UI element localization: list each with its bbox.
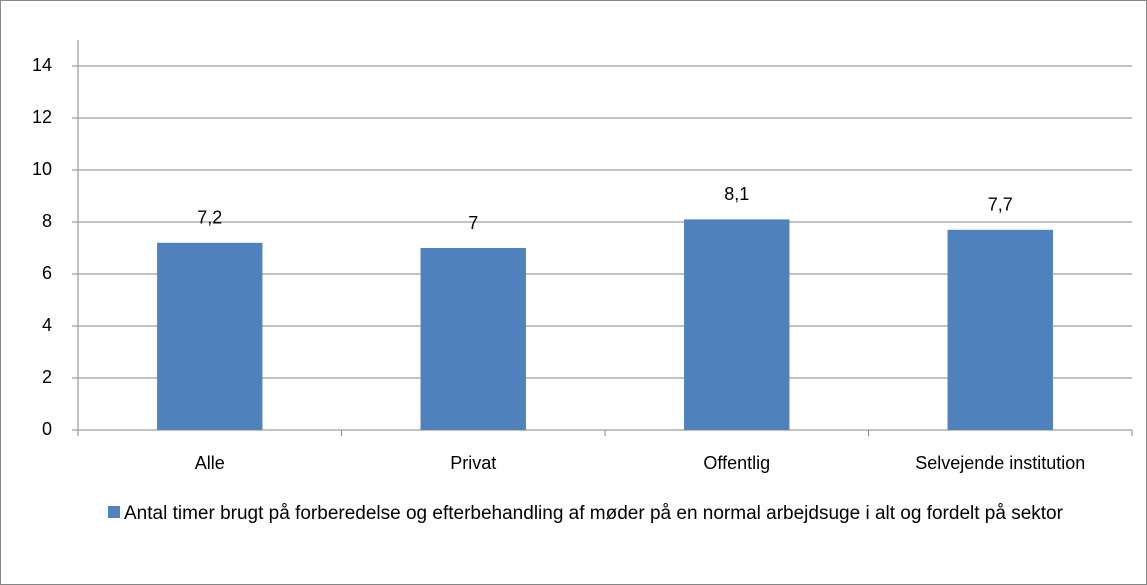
bar <box>947 229 1053 430</box>
value-label: 7,2 <box>197 208 222 228</box>
x-tick-label: Selvejende institution <box>915 453 1085 473</box>
bar <box>157 242 263 430</box>
bar <box>420 248 526 430</box>
value-label: 7,7 <box>988 195 1013 215</box>
legend-key <box>108 506 120 518</box>
x-tick-label: Offentlig <box>703 453 770 473</box>
y-tick-label: 4 <box>42 315 52 335</box>
y-tick-label: 2 <box>42 367 52 387</box>
legend-label: Antal timer brugt på forberedelse og eft… <box>124 503 1063 524</box>
x-tick-label: Alle <box>195 453 225 473</box>
x-tick-label: Privat <box>450 453 496 473</box>
y-tick-label: 8 <box>42 211 52 231</box>
legend: Antal timer brugt på forberedelse og eft… <box>108 498 1118 530</box>
bar <box>684 219 790 430</box>
y-tick-label: 12 <box>32 107 52 127</box>
y-tick-label: 10 <box>32 159 52 179</box>
y-tick-label: 14 <box>32 55 52 75</box>
y-tick-label: 0 <box>42 419 52 439</box>
value-label: 7 <box>468 213 478 233</box>
value-label: 8,1 <box>724 184 749 204</box>
y-tick-label: 6 <box>42 263 52 283</box>
